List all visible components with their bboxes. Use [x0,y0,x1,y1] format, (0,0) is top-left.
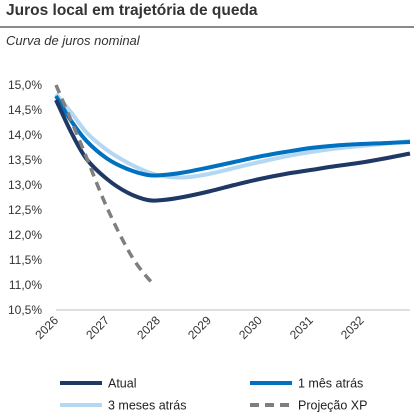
series-line-3-meses-atr-s [54,92,411,180]
x-axis: 2026 2027 2028 2029 2030 2031 2032 [32,313,367,342]
y-tick-label: 14,5% [8,103,42,117]
y-tick-label: 12,0% [8,228,42,242]
chart-title: Juros local em trajetória de queda [6,2,258,19]
x-tick-label: 2026 [32,313,61,342]
legend: Atual 1 mês atrás 3 meses atrás Projeção XP [60,377,367,413]
x-tick-label: 2032 [338,313,367,342]
legend-label: Projeção XP [298,399,367,413]
y-tick-label: 12,5% [8,203,42,217]
x-tick-label: 2031 [287,313,316,342]
y-tick-label: 11,0% [9,278,42,292]
y-tick-label: 14,0% [8,128,42,142]
series-line-atual [54,99,411,203]
chart-subtitle: Curva de juros nominal [6,33,140,48]
plot-area [54,84,411,287]
x-tick-label: 2028 [134,313,163,342]
y-tick-label: 13,0% [8,178,42,192]
y-tick-label: 15,0% [8,78,42,92]
y-tick-label: 13,5% [8,153,42,167]
y-tick-label: 11,5% [9,253,42,267]
x-tick-label: 2027 [83,313,112,342]
legend-label: 1 mês atrás [298,377,363,391]
x-tick-label: 2029 [185,313,214,342]
legend-label: 3 meses atrás [108,399,187,413]
x-tick-label: 2030 [236,313,265,342]
title-divider [0,26,414,28]
y-tick-label: 10,5% [8,303,42,317]
legend-label: Atual [108,377,137,391]
series-line-1-m-s-atr-s [54,94,411,178]
y-axis: 15,0% 14,5% 14,0% 13,5% 13,0% 12,5% 12,0% 11,5%… [8,78,42,317]
series-line-proje-o-xp [54,84,156,287]
